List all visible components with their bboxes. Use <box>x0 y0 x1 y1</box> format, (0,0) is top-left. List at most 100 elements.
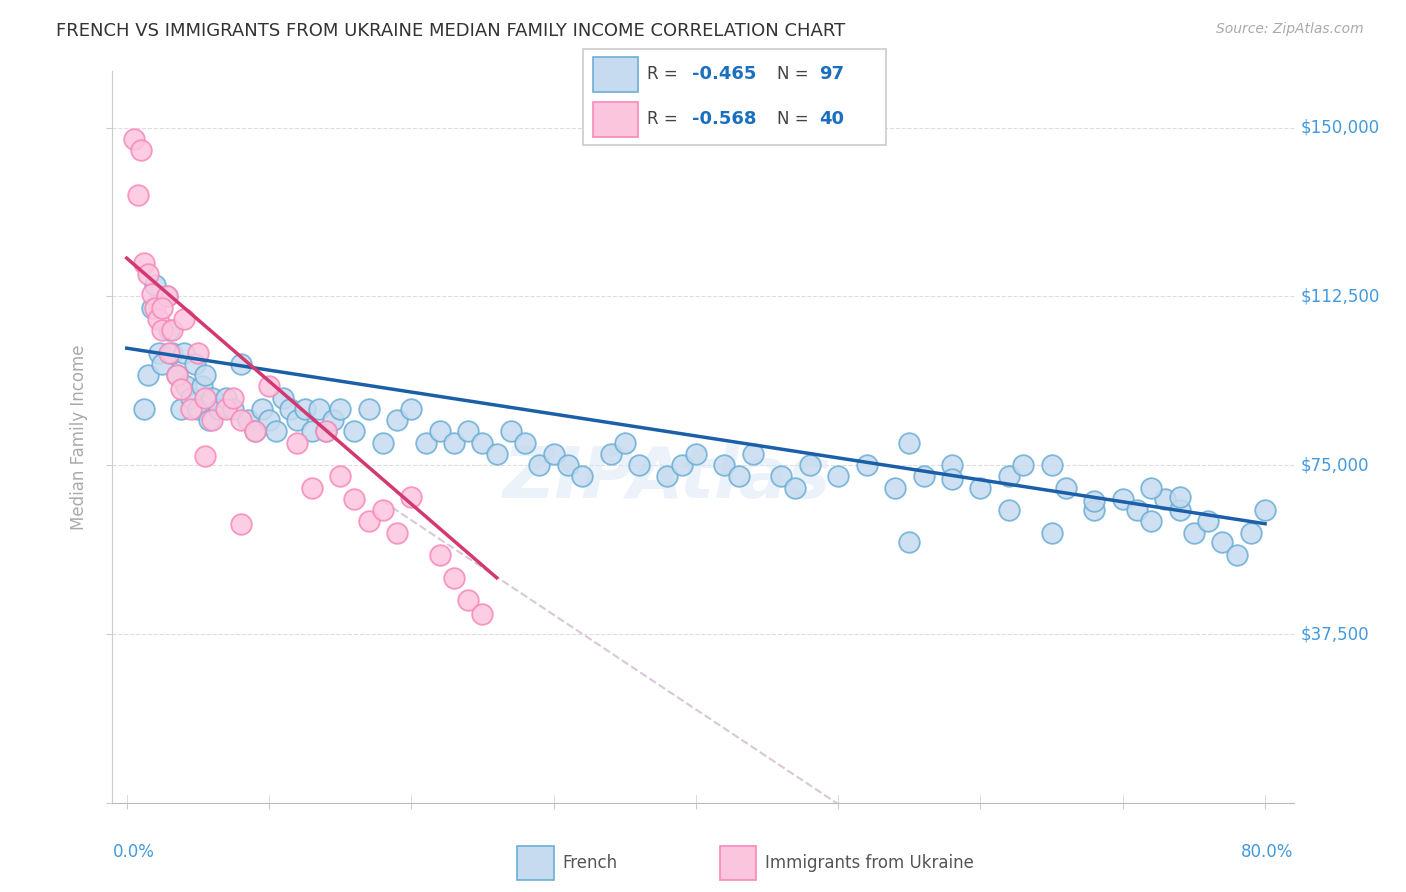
Point <box>713 458 735 473</box>
Point <box>155 289 177 303</box>
Point <box>941 458 963 473</box>
Point <box>229 357 252 371</box>
Point <box>141 301 163 315</box>
Point <box>1240 525 1263 540</box>
Point <box>770 469 793 483</box>
Point <box>257 413 280 427</box>
Text: ZIPAtlas: ZIPAtlas <box>503 444 832 513</box>
Point <box>898 435 921 450</box>
Point <box>157 323 180 337</box>
Point <box>229 413 252 427</box>
Text: -0.568: -0.568 <box>692 111 756 128</box>
Point <box>136 267 159 281</box>
Point <box>671 458 693 473</box>
Point <box>1040 525 1063 540</box>
Point <box>741 447 763 461</box>
Text: $75,000: $75,000 <box>1301 456 1369 475</box>
Point <box>485 447 508 461</box>
FancyBboxPatch shape <box>583 49 886 145</box>
Point <box>287 435 309 450</box>
Point <box>184 357 207 371</box>
Point <box>243 425 266 439</box>
Point <box>150 301 173 315</box>
Text: 97: 97 <box>820 65 844 83</box>
Point <box>685 447 707 461</box>
Point <box>187 401 209 416</box>
Point <box>357 401 380 416</box>
Point <box>884 481 907 495</box>
Point <box>401 401 423 416</box>
Point <box>287 413 309 427</box>
Point <box>1182 525 1205 540</box>
Point <box>401 490 423 504</box>
Point <box>429 548 451 562</box>
Point <box>157 345 180 359</box>
Point <box>173 312 195 326</box>
Text: FRENCH VS IMMIGRANTS FROM UKRAINE MEDIAN FAMILY INCOME CORRELATION CHART: FRENCH VS IMMIGRANTS FROM UKRAINE MEDIAN… <box>56 22 845 40</box>
Bar <box>592 102 638 136</box>
Point <box>176 379 198 393</box>
Point <box>166 368 188 383</box>
Text: N =: N = <box>778 111 814 128</box>
Point <box>166 368 188 383</box>
Text: N =: N = <box>778 65 814 83</box>
Point <box>127 188 149 202</box>
Point <box>1226 548 1249 562</box>
Point <box>329 401 352 416</box>
Point <box>301 425 323 439</box>
Point <box>170 401 193 416</box>
Point <box>471 435 494 450</box>
Point <box>201 413 224 427</box>
Point <box>150 357 173 371</box>
Point <box>162 345 184 359</box>
Point <box>257 379 280 393</box>
Point <box>1254 503 1277 517</box>
Point <box>162 323 184 337</box>
Point <box>122 132 145 146</box>
Point <box>329 469 352 483</box>
Point <box>322 413 344 427</box>
Point <box>243 425 266 439</box>
Point <box>941 472 963 486</box>
Point <box>613 435 636 450</box>
Point <box>557 458 579 473</box>
Point <box>969 481 991 495</box>
Point <box>599 447 621 461</box>
Text: 80.0%: 80.0% <box>1241 843 1294 861</box>
Point <box>343 425 366 439</box>
Point <box>146 312 169 326</box>
Point <box>143 301 166 315</box>
Point <box>457 425 479 439</box>
Point <box>173 345 195 359</box>
Point <box>229 516 252 531</box>
Point <box>371 503 394 517</box>
Text: R =: R = <box>647 65 683 83</box>
Point <box>222 391 245 405</box>
Point <box>1012 458 1035 473</box>
Point <box>129 143 152 157</box>
Point <box>264 425 287 439</box>
Point <box>150 323 173 337</box>
Point <box>194 368 217 383</box>
Point <box>136 368 159 383</box>
Point <box>827 469 849 483</box>
Point <box>1211 534 1233 549</box>
Point <box>1054 481 1077 495</box>
Point <box>998 469 1021 483</box>
Point <box>180 391 202 405</box>
Point <box>855 458 877 473</box>
Point <box>315 425 337 439</box>
Point <box>1083 503 1105 517</box>
Point <box>371 435 394 450</box>
Point <box>1083 494 1105 508</box>
Point <box>308 401 330 416</box>
Point <box>180 401 202 416</box>
Point <box>1154 491 1177 506</box>
Point <box>236 413 259 427</box>
Point <box>529 458 551 473</box>
Point <box>170 382 193 396</box>
Point <box>785 481 807 495</box>
Point <box>1197 515 1219 529</box>
Point <box>222 401 245 416</box>
Text: $112,500: $112,500 <box>1301 287 1381 305</box>
